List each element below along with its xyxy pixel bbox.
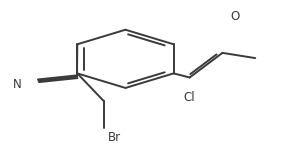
Text: O: O bbox=[231, 10, 240, 23]
Text: Br: Br bbox=[107, 131, 121, 144]
Text: Cl: Cl bbox=[184, 91, 196, 104]
Text: N: N bbox=[13, 78, 21, 91]
